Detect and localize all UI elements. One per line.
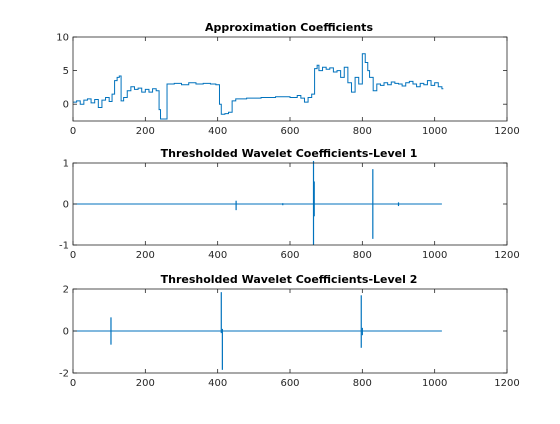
plot-area: [73, 37, 507, 121]
x-tick-label: 600: [280, 126, 299, 137]
y-tick-label: 2: [63, 285, 69, 296]
y-tick-label: -1: [59, 241, 69, 252]
x-tick-label: 0: [70, 378, 76, 389]
y-tick-label: 10: [56, 33, 69, 44]
chart-title: Approximation Coefficients: [205, 21, 373, 34]
x-tick-label: 400: [208, 126, 227, 137]
x-tick-label: 800: [353, 250, 372, 261]
y-tick-label: 1: [63, 159, 69, 170]
y-tick-label: 5: [63, 66, 69, 77]
x-tick-label: 200: [136, 378, 155, 389]
approximation-coefficients-chart: Approximation Coefficients 0 200 400 600 800…: [56, 21, 519, 137]
x-tick-label: 400: [208, 378, 227, 389]
series-line: [73, 53, 444, 120]
y-tick-label: 0: [63, 200, 69, 211]
x-tick-label: 0: [70, 250, 76, 261]
x-tick-label: 1200: [494, 126, 519, 137]
x-tick-label: 1200: [494, 250, 519, 261]
chart-title: Thresholded Wavelet Coefficients-Level 2: [161, 273, 418, 286]
x-tick-label: 600: [280, 250, 299, 261]
x-tick-label: 0: [70, 126, 76, 137]
x-tick-label: 200: [136, 250, 155, 261]
level-1-coefficients-chart: Thresholded Wavelet Coefficients-Level 1…: [59, 147, 520, 261]
x-tick-label: 800: [353, 378, 372, 389]
x-tick-label: 1200: [494, 378, 519, 389]
y-tick-label: 0: [63, 100, 69, 111]
x-tick-label: 1000: [422, 250, 447, 261]
level-2-coefficients-chart: Thresholded Wavelet Coefficients-Level 2…: [59, 273, 520, 389]
x-tick-label: 400: [208, 250, 227, 261]
y-tick-label: -2: [59, 369, 69, 380]
chart-title: Thresholded Wavelet Coefficients-Level 1: [161, 147, 418, 160]
y-tick-label: 0: [63, 327, 69, 338]
x-tick-label: 200: [136, 126, 155, 137]
x-tick-label: 1000: [422, 378, 447, 389]
x-tick-label: 600: [280, 378, 299, 389]
x-tick-label: 800: [353, 126, 372, 137]
x-tick-label: 1000: [422, 126, 447, 137]
